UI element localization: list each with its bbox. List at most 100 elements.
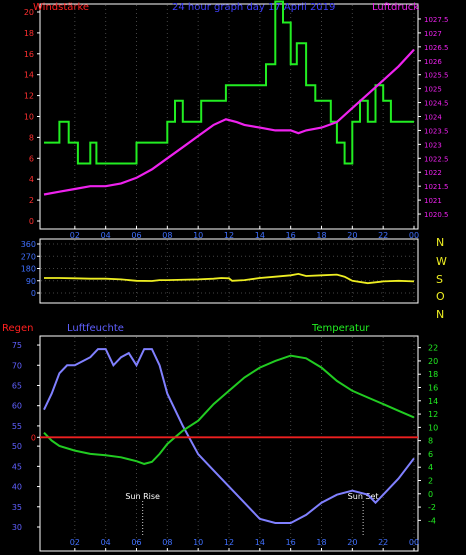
- top-x-tick-label: 00: [409, 231, 419, 240]
- direction-label: N: [436, 308, 444, 321]
- humidity-tick-label: 35: [12, 503, 22, 512]
- humidity-tick-label: 70: [12, 361, 22, 370]
- top-x-tick-label: 08: [162, 231, 172, 240]
- top-right-tick-label: 1027.5: [424, 16, 449, 24]
- top-x-tick-label: 22: [378, 231, 388, 240]
- top-x-tick-label: 06: [131, 231, 141, 240]
- top-right-tick-label: 1023: [424, 141, 442, 149]
- bot-x-tick-label: 20: [347, 538, 357, 547]
- mid-tick-label: 270: [21, 252, 36, 261]
- temperature-axis-label: Temperatur: [311, 323, 370, 334]
- mid-tick-label: 90: [26, 277, 36, 286]
- temperature-tick-label: 12: [428, 410, 438, 419]
- top-right-tick-label: 1026: [424, 58, 442, 66]
- bot-x-tick-label: 12: [224, 538, 234, 547]
- wind-speed-axis-label: Windstärke: [33, 2, 89, 13]
- bot-x-tick-label: 04: [101, 538, 111, 547]
- top-x-tick-label: 04: [101, 231, 111, 240]
- temperature-tick-label: 8: [428, 437, 433, 446]
- mid-tick-label: 360: [21, 240, 36, 249]
- bot-x-tick-label: 22: [378, 538, 388, 547]
- direction-label: O: [436, 290, 445, 303]
- temperature-tick-label: 22: [428, 344, 438, 353]
- top-right-tick-label: 1023.5: [424, 127, 449, 135]
- top-x-tick-label: 20: [347, 231, 357, 240]
- bot-x-tick-label: 00: [409, 538, 419, 547]
- temperature-tick-label: 0: [428, 490, 433, 499]
- wind-speed-line: [44, 0, 414, 165]
- chart-title: 24 hour graph day 17 April 2019: [172, 2, 335, 13]
- direction-label: S: [436, 273, 443, 286]
- bottom-panel-frame: [39, 335, 419, 552]
- top-right-tick-label: 1022.5: [424, 155, 449, 163]
- humidity-line: [43, 348, 415, 524]
- temperature-tick-label: 16: [428, 384, 438, 393]
- top-right-tick-label: 1025.5: [424, 72, 449, 80]
- bot-x-tick-label: 02: [70, 538, 80, 547]
- temperature-line: [43, 354, 415, 465]
- humidity-tick-label: 30: [12, 523, 22, 532]
- temperature-tick-label: 20: [428, 357, 438, 366]
- bot-x-tick-label: 06: [131, 538, 141, 547]
- top-right-tick-label: 1021.5: [424, 183, 449, 191]
- temperature-tick-label: 6: [428, 450, 433, 459]
- top-x-tick-label: 18: [316, 231, 326, 240]
- top-x-tick-label: 12: [224, 231, 234, 240]
- bot-x-tick-label: 18: [316, 538, 326, 547]
- bot-x-tick-label: 08: [162, 538, 172, 547]
- temperature-tick-label: 10: [428, 423, 438, 432]
- temperature-tick-label: 4: [428, 463, 433, 472]
- top-right-tick-label: 1021: [424, 197, 442, 205]
- top-right-tick-label: 1025: [424, 86, 442, 94]
- top-right-tick-label: 1026.5: [424, 44, 449, 52]
- temperature-tick-label: -2: [428, 503, 436, 512]
- mid-tick-label: 0: [31, 289, 36, 298]
- rain-tick-label: 0: [31, 433, 36, 442]
- top-left-tick-label: 12: [24, 92, 34, 101]
- pressure-axis-label: Luftdruck: [372, 2, 419, 13]
- top-x-tick-label: 14: [255, 231, 265, 240]
- mid-tick-label: 180: [21, 265, 36, 274]
- wind-direction-line: [44, 272, 415, 285]
- top-right-tick-label: 1024: [424, 114, 442, 122]
- top-left-tick-label: 2: [29, 196, 34, 205]
- top-left-tick-label: 14: [24, 71, 34, 80]
- sun-annotation: Sun Rise: [125, 492, 160, 501]
- top-right-tick-label: 1027: [424, 30, 442, 38]
- temperature-tick-label: 18: [428, 370, 438, 379]
- top-left-tick-label: 20: [24, 8, 34, 17]
- direction-label: W: [436, 255, 447, 268]
- top-left-tick-label: 0: [29, 217, 34, 226]
- top-x-tick-label: 02: [70, 231, 80, 240]
- rain-label: Regen: [2, 323, 34, 334]
- temperature-tick-label: 14: [428, 397, 438, 406]
- top-left-tick-label: 4: [29, 175, 34, 184]
- humidity-tick-label: 45: [12, 462, 22, 471]
- top-left-tick-label: 8: [29, 133, 34, 142]
- humidity-tick-label: 55: [12, 422, 22, 431]
- top-right-tick-label: 1022: [424, 169, 442, 177]
- pressure-line: [43, 48, 415, 196]
- humidity-axis-label: Luftfeuchte: [67, 323, 124, 334]
- top-right-tick-label: 1020.5: [424, 211, 449, 219]
- humidity-tick-label: 50: [12, 442, 22, 451]
- top-left-tick-label: 10: [24, 113, 34, 122]
- top-left-tick-label: 18: [24, 29, 34, 38]
- bot-x-tick-label: 16: [286, 538, 296, 547]
- top-x-tick-label: 16: [286, 231, 296, 240]
- top-left-tick-label: 6: [29, 154, 34, 163]
- top-right-tick-label: 1024.5: [424, 100, 449, 108]
- humidity-tick-label: 75: [12, 341, 22, 350]
- humidity-tick-label: 60: [12, 402, 22, 411]
- humidity-tick-label: 65: [12, 381, 22, 390]
- top-x-tick-label: 10: [193, 231, 203, 240]
- humidity-tick-label: 40: [12, 483, 22, 492]
- bot-x-tick-label: 14: [255, 538, 265, 547]
- temperature-tick-label: -4: [428, 516, 436, 525]
- middle-panel-frame: [39, 238, 419, 304]
- sun-annotation: Sun Set: [348, 492, 379, 501]
- bot-x-tick-label: 10: [193, 538, 203, 547]
- temperature-tick-label: 2: [428, 477, 433, 486]
- direction-label: N: [436, 236, 444, 249]
